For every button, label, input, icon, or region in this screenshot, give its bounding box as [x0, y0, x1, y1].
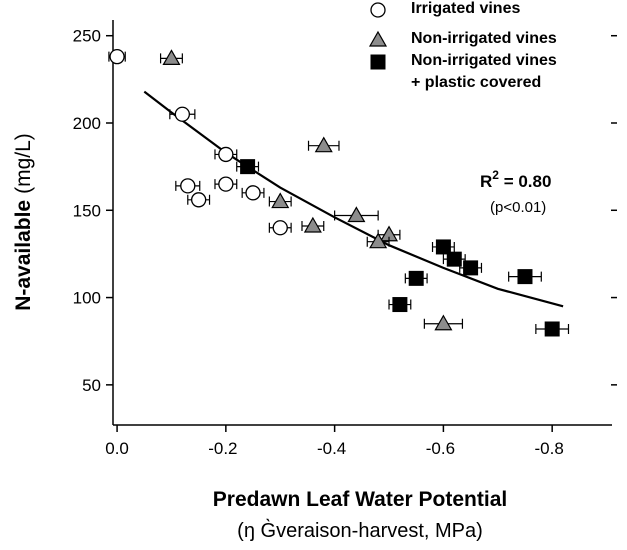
point: [303, 216, 322, 233]
legend-entry: Non-irrigated vines: [411, 30, 557, 47]
point: [245, 185, 261, 201]
y-tick-label: 200: [73, 114, 101, 133]
x-axis-title: Predawn Leaf Water Potential: [213, 488, 507, 511]
point: [369, 232, 388, 249]
point: [463, 260, 479, 276]
point: [544, 321, 560, 337]
point: [180, 178, 196, 194]
point: [446, 251, 462, 267]
y-axis-title-unit: (mg/L): [12, 133, 35, 194]
point: [314, 136, 333, 153]
point: [162, 49, 181, 66]
point: [271, 192, 290, 209]
annotation-r: R: [480, 172, 492, 191]
x-axis-subtitle: (ŋ G̀veraison-harvest, MPa): [237, 519, 483, 542]
point: [408, 270, 424, 286]
legend-entry: Non-irrigated vines + plastic covered: [411, 52, 557, 91]
y-tick-label: 50: [82, 376, 101, 395]
x-tick-label: -0.2: [208, 439, 237, 458]
legend-marker: [370, 54, 386, 70]
point: [240, 159, 256, 175]
point: [434, 314, 453, 331]
point: [435, 239, 451, 255]
y-tick-label: 100: [73, 289, 101, 308]
annotation-sup: 2: [492, 168, 499, 182]
x-tick-label: 0.0: [105, 439, 129, 458]
y-axis-title-main: N-available: [12, 200, 35, 311]
point: [109, 49, 125, 65]
legend-entry: Irrigated vines: [411, 0, 521, 17]
point: [191, 192, 207, 208]
point: [174, 106, 190, 122]
annotation-r2: R2 = 0.80: [480, 168, 551, 191]
point: [218, 176, 234, 192]
y-tick-label: 250: [73, 27, 101, 46]
x-tick-label: -0.8: [535, 439, 564, 458]
annotation-p: (p<0.01): [490, 199, 546, 216]
legend-marker: [370, 2, 386, 18]
point: [347, 206, 366, 223]
y-axis-title: N-available (mg/L): [12, 133, 35, 311]
x-tick-label: -0.4: [317, 439, 346, 458]
point: [272, 220, 288, 236]
point: [218, 146, 234, 163]
y-tick-label: 150: [73, 201, 101, 220]
x-tick-label: -0.6: [426, 439, 455, 458]
point: [392, 297, 408, 313]
annotation-value: = 0.80: [499, 172, 551, 191]
point: [517, 269, 533, 285]
legend-marker: [368, 30, 388, 47]
